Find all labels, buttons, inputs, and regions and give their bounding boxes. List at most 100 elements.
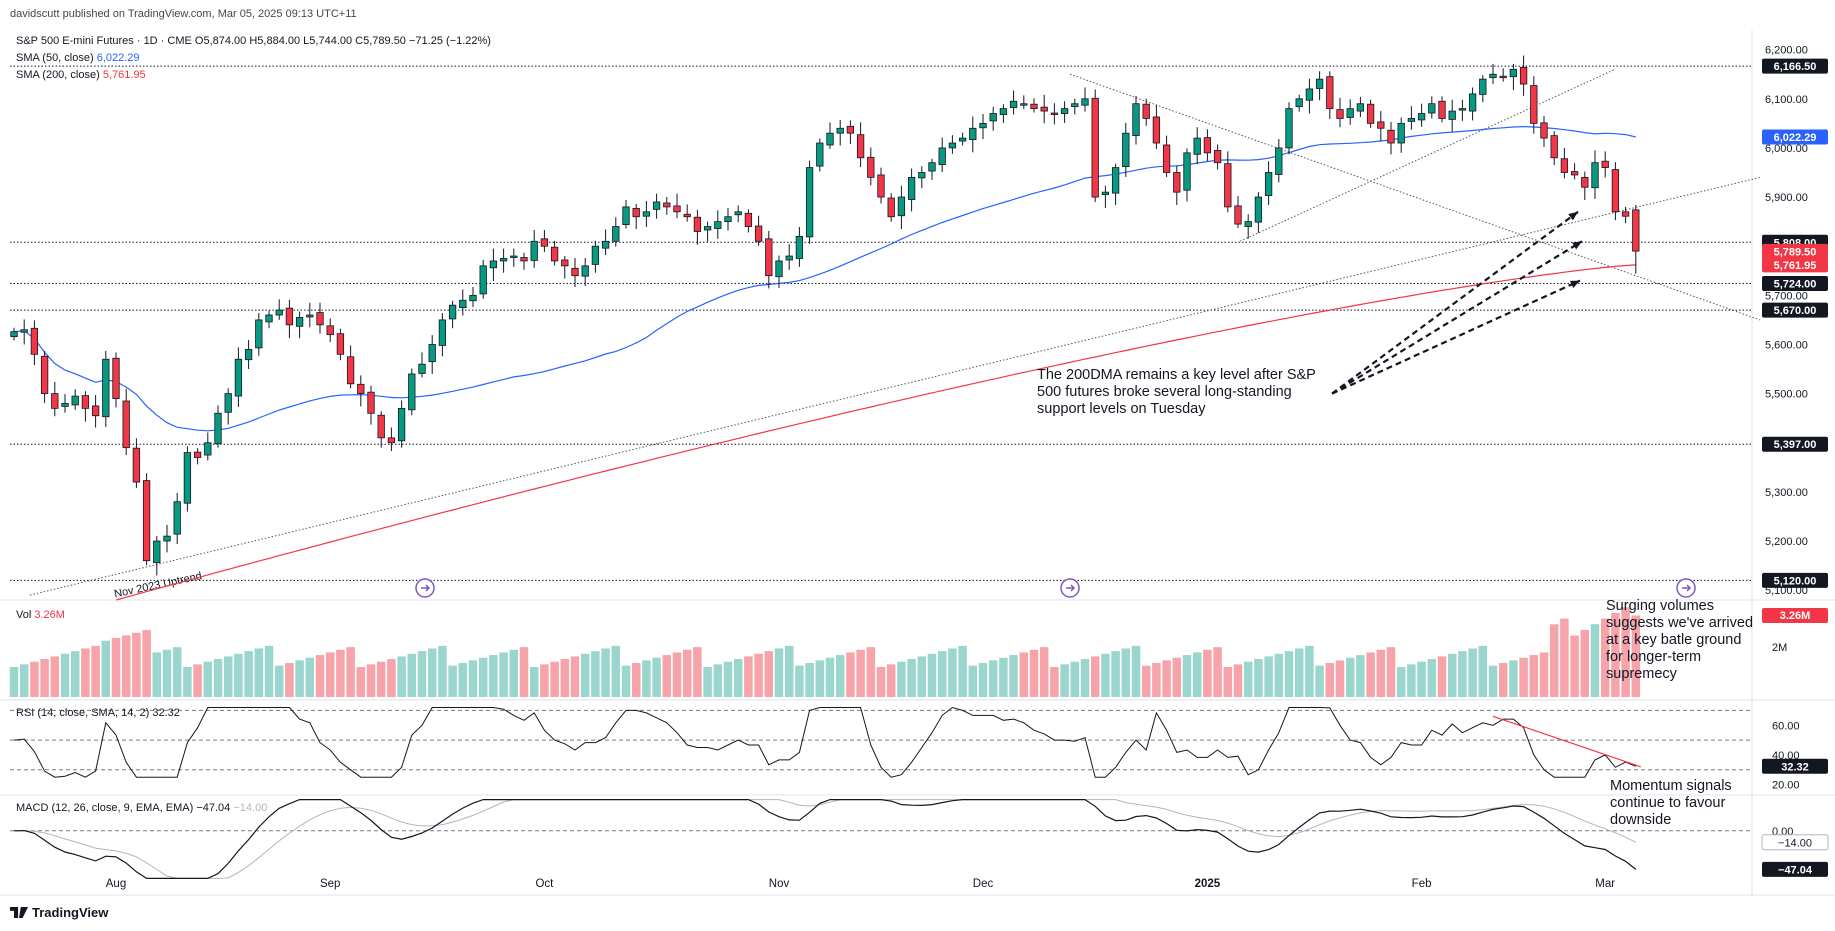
candle-body	[754, 225, 763, 242]
volume-bar	[1090, 656, 1100, 697]
candle	[632, 203, 640, 230]
volume-bar	[1243, 661, 1253, 697]
candle-body	[142, 480, 151, 562]
candle	[765, 230, 773, 289]
volume-bar	[948, 648, 957, 697]
macd-price-box-label: −47.04	[1778, 864, 1813, 876]
candle	[1428, 96, 1436, 119]
volume-bar	[1019, 652, 1029, 697]
candle-body	[714, 221, 722, 229]
candle-body	[30, 327, 39, 355]
volume-bar	[937, 651, 947, 697]
volume-bar	[529, 667, 539, 697]
volume-bar	[203, 661, 213, 697]
candle	[244, 340, 253, 370]
volume-bar	[1600, 618, 1610, 697]
volume-bar	[1356, 655, 1365, 697]
legend-sma200[interactable]: SMA (200, close) 5,761.95	[16, 69, 146, 81]
symbol-title: S&P 500 E-mini Futures · 1D · CME O5,874…	[16, 35, 491, 47]
candle-body	[1203, 137, 1212, 154]
candle-body	[979, 122, 987, 129]
candle	[1570, 163, 1579, 180]
candle	[1101, 185, 1110, 208]
volume-bar	[764, 651, 774, 697]
candle-body	[1050, 112, 1059, 115]
candle	[958, 132, 967, 146]
candle	[275, 299, 283, 320]
candle	[448, 300, 457, 329]
candle	[265, 310, 273, 329]
volume-bar	[744, 656, 753, 697]
candle-body	[163, 535, 171, 542]
candle-body	[20, 329, 28, 333]
candle-body	[958, 137, 967, 142]
candle	[1254, 192, 1263, 233]
candle-body	[1489, 73, 1497, 79]
candle-body	[1499, 75, 1507, 79]
legend-rsi[interactable]: RSI (14, close, SMA, 14, 2) 32.32	[16, 707, 180, 719]
volume-bar	[1519, 657, 1528, 697]
vol-value: 3.26M	[34, 609, 65, 621]
candle-body	[673, 205, 681, 213]
legend-sma50[interactable]: SMA (50, close) 6,022.29	[16, 52, 140, 64]
volume-bar	[978, 663, 988, 697]
volume-bar	[1325, 663, 1335, 697]
candle	[397, 400, 406, 448]
candle-body	[1295, 98, 1303, 108]
candle	[775, 255, 783, 288]
candle-body	[775, 260, 783, 278]
volume-bar	[1070, 661, 1080, 697]
volume-bar	[540, 664, 549, 697]
candle	[1203, 129, 1212, 162]
candle	[714, 210, 722, 239]
volume-bar	[1203, 649, 1212, 697]
candle-body	[1377, 121, 1385, 129]
candle-body	[1601, 160, 1609, 168]
legend-macd[interactable]: MACD (12, 26, close, 9, EMA, EMA) −47.04…	[16, 802, 267, 814]
candle-body	[336, 333, 345, 355]
tradingview-logo[interactable]: TradingView	[10, 905, 108, 920]
candle-body	[275, 309, 283, 316]
volume-bar	[550, 661, 559, 697]
volume-bar	[621, 665, 631, 697]
candle	[795, 227, 804, 267]
candle-body	[1530, 85, 1538, 124]
candle-body	[1183, 152, 1191, 191]
candle	[1030, 98, 1038, 113]
candle	[887, 193, 895, 222]
volume-bar	[193, 664, 202, 697]
candle	[561, 256, 569, 279]
candle-body	[1193, 137, 1201, 155]
candle	[1183, 148, 1191, 202]
candle	[1111, 163, 1120, 205]
volume-bar	[448, 665, 457, 697]
candle-body	[1336, 109, 1344, 119]
x-tick-label: Nov	[769, 878, 790, 890]
volume-bar	[682, 649, 692, 697]
candle	[1060, 101, 1069, 123]
volume-bar	[1631, 615, 1641, 697]
candle	[112, 352, 120, 408]
volume-bar	[1529, 655, 1539, 697]
candle-body	[897, 196, 906, 217]
candle	[1601, 151, 1609, 178]
candle	[377, 411, 385, 448]
volume-bar	[295, 660, 304, 697]
candle	[520, 252, 528, 270]
candle-body	[153, 540, 161, 564]
candle	[346, 345, 355, 389]
candle-body	[326, 325, 334, 336]
volume-bar	[1080, 659, 1090, 697]
sma200-label: SMA (200, close)	[16, 69, 100, 81]
candle-body	[601, 240, 610, 249]
candle	[989, 106, 997, 131]
volume-bar	[1192, 652, 1202, 697]
candle	[1611, 162, 1620, 221]
legend-volume[interactable]: Vol 3.26M	[16, 609, 65, 621]
volume-bar	[703, 667, 712, 697]
candle	[1081, 87, 1089, 112]
candle-body	[1030, 103, 1038, 110]
candle-body	[71, 395, 79, 406]
candle-body	[540, 238, 549, 247]
candle-body	[51, 393, 59, 409]
